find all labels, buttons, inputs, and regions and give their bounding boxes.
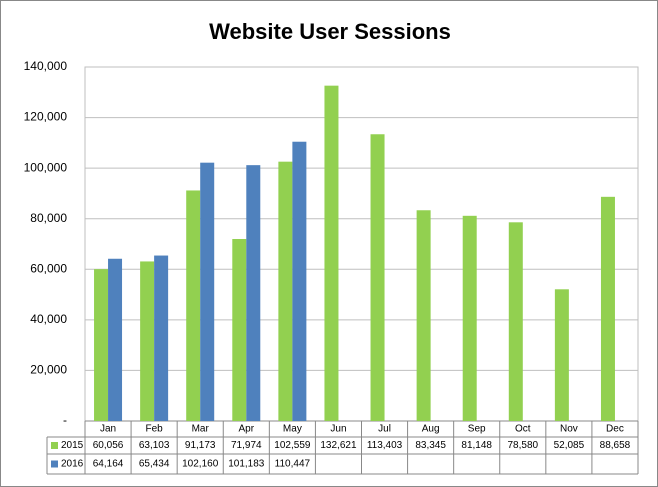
y-tick-label: - xyxy=(63,413,67,427)
x-tick-label: Jan xyxy=(100,424,116,435)
x-tick-label: May xyxy=(283,424,302,435)
data-table-value: 113,403 xyxy=(367,440,403,451)
data-table-value: 81,148 xyxy=(461,440,492,451)
y-tick-label: 60,000 xyxy=(30,261,67,275)
y-tick-label: 100,000 xyxy=(24,160,68,174)
legend-label: 2016 xyxy=(61,459,84,470)
x-tick-label: Jun xyxy=(330,424,346,435)
bar xyxy=(200,162,215,421)
y-tick-label: 40,000 xyxy=(30,312,67,326)
y-tick-label: 20,000 xyxy=(30,363,67,377)
data-table-value: 78,580 xyxy=(507,440,538,451)
bar xyxy=(232,239,247,421)
bar xyxy=(140,261,155,421)
legend-swatch xyxy=(51,460,58,468)
data-table-value: 102,160 xyxy=(182,459,219,470)
x-tick-label: Jul xyxy=(378,424,391,435)
bar xyxy=(94,269,109,421)
data-table-value: 63,103 xyxy=(139,440,170,451)
bar xyxy=(186,190,201,421)
x-tick-label: Dec xyxy=(606,424,624,435)
bar xyxy=(462,215,477,421)
data-table-value: 132,621 xyxy=(320,440,357,451)
bar xyxy=(600,196,615,421)
data-table-value: 60,056 xyxy=(93,440,124,451)
data-table-value: 71,974 xyxy=(231,440,262,451)
legend-swatch xyxy=(51,442,58,449)
x-tick-label: Sep xyxy=(468,424,486,435)
data-table-value: 101,183 xyxy=(228,459,265,470)
x-tick-label: Aug xyxy=(422,424,440,435)
x-tick-label: Nov xyxy=(560,424,578,435)
x-tick-label: Oct xyxy=(515,424,531,435)
bar xyxy=(246,165,261,421)
chart-title: Website User Sessions xyxy=(209,19,451,44)
bar xyxy=(324,85,339,421)
y-tick-label: 120,000 xyxy=(24,110,68,124)
data-table-value: 83,345 xyxy=(415,440,446,451)
x-tick-label: Feb xyxy=(146,424,164,435)
data-table-value: 88,658 xyxy=(600,440,631,451)
bar xyxy=(154,255,169,421)
bar xyxy=(508,222,523,421)
x-tick-label: Mar xyxy=(192,424,210,435)
data-table-value: 110,447 xyxy=(275,459,311,470)
data-table-value: 65,434 xyxy=(139,459,170,470)
y-tick-label: 140,000 xyxy=(24,59,68,73)
data-table-value: 91,173 xyxy=(185,440,216,451)
bar xyxy=(278,161,293,421)
data-table-value: 52,085 xyxy=(554,440,585,451)
bar xyxy=(416,210,431,421)
bar xyxy=(292,141,307,421)
y-tick-label: 80,000 xyxy=(30,211,67,225)
data-table-value: 102,559 xyxy=(274,440,311,451)
data-table-value: 64,164 xyxy=(93,459,124,470)
x-tick-label: Apr xyxy=(239,424,255,435)
bar xyxy=(554,289,569,421)
bar xyxy=(370,134,385,421)
legend-label: 2015 xyxy=(61,440,84,451)
bar xyxy=(108,258,123,421)
